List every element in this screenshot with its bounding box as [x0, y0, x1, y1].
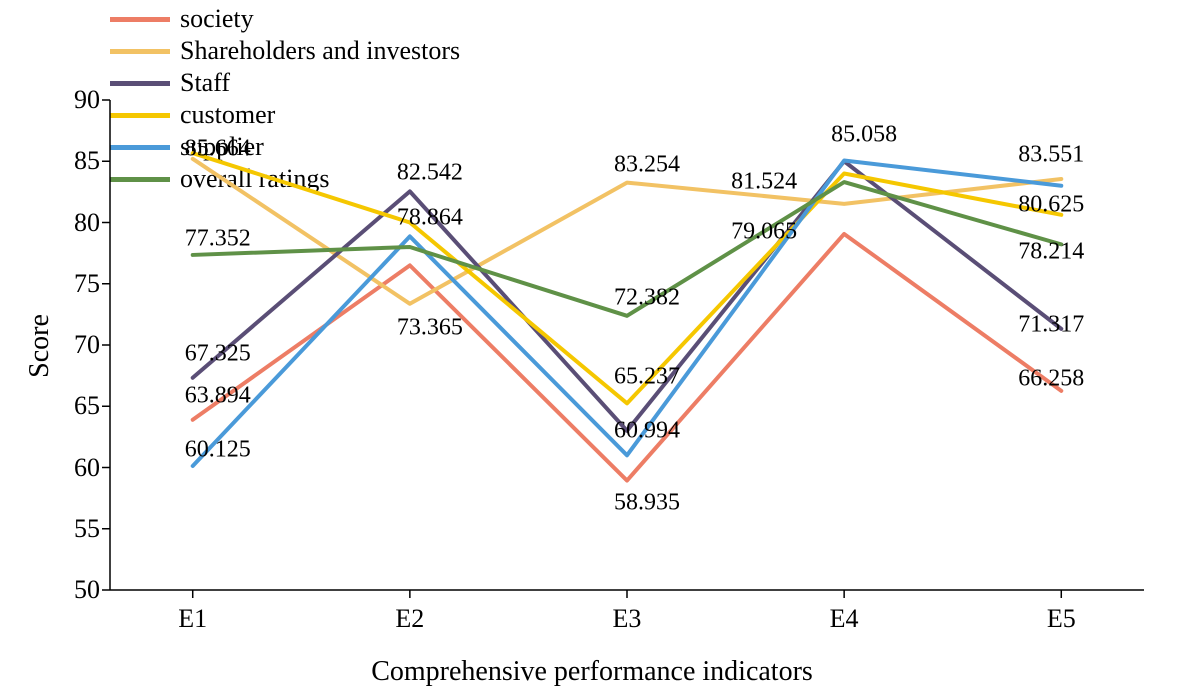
- legend-label: society: [180, 4, 254, 34]
- x-tick-label: E2: [395, 604, 424, 634]
- x-tick-label: E4: [830, 604, 859, 634]
- y-tick-label: 60: [74, 453, 100, 483]
- y-tick-label: 70: [74, 330, 100, 360]
- legend-item: society: [110, 4, 650, 34]
- plot-area: 505560657075808590E1E2E3E4E585.66477.352…: [110, 100, 1144, 590]
- series-line: [193, 159, 1062, 304]
- legend-label: Staff: [180, 68, 230, 98]
- x-tick-label: E3: [613, 604, 642, 634]
- y-tick-label: 75: [74, 269, 100, 299]
- y-tick-label: 90: [74, 85, 100, 115]
- legend-swatch: [110, 49, 170, 54]
- y-tick-label: 85: [74, 146, 100, 176]
- x-tick-label: E5: [1047, 604, 1076, 634]
- x-tick-label: E1: [178, 604, 207, 634]
- legend-item: Staff: [110, 68, 650, 98]
- legend-item: Shareholders and investors: [110, 36, 650, 66]
- y-tick-label: 55: [74, 514, 100, 544]
- y-tick-label: 65: [74, 391, 100, 421]
- legend-label: Shareholders and investors: [180, 36, 460, 66]
- chart-svg: [110, 100, 1144, 602]
- y-tick-label: 80: [74, 208, 100, 238]
- chart-container: societyShareholders and investorsStaffcu…: [0, 0, 1184, 692]
- y-axis-title: Score: [24, 314, 56, 378]
- series-line: [193, 234, 1062, 481]
- y-tick-label: 50: [74, 575, 100, 605]
- legend-swatch: [110, 81, 170, 86]
- legend-swatch: [110, 17, 170, 22]
- x-axis-title: Comprehensive performance indicators: [0, 656, 1184, 688]
- series-line: [193, 153, 1062, 403]
